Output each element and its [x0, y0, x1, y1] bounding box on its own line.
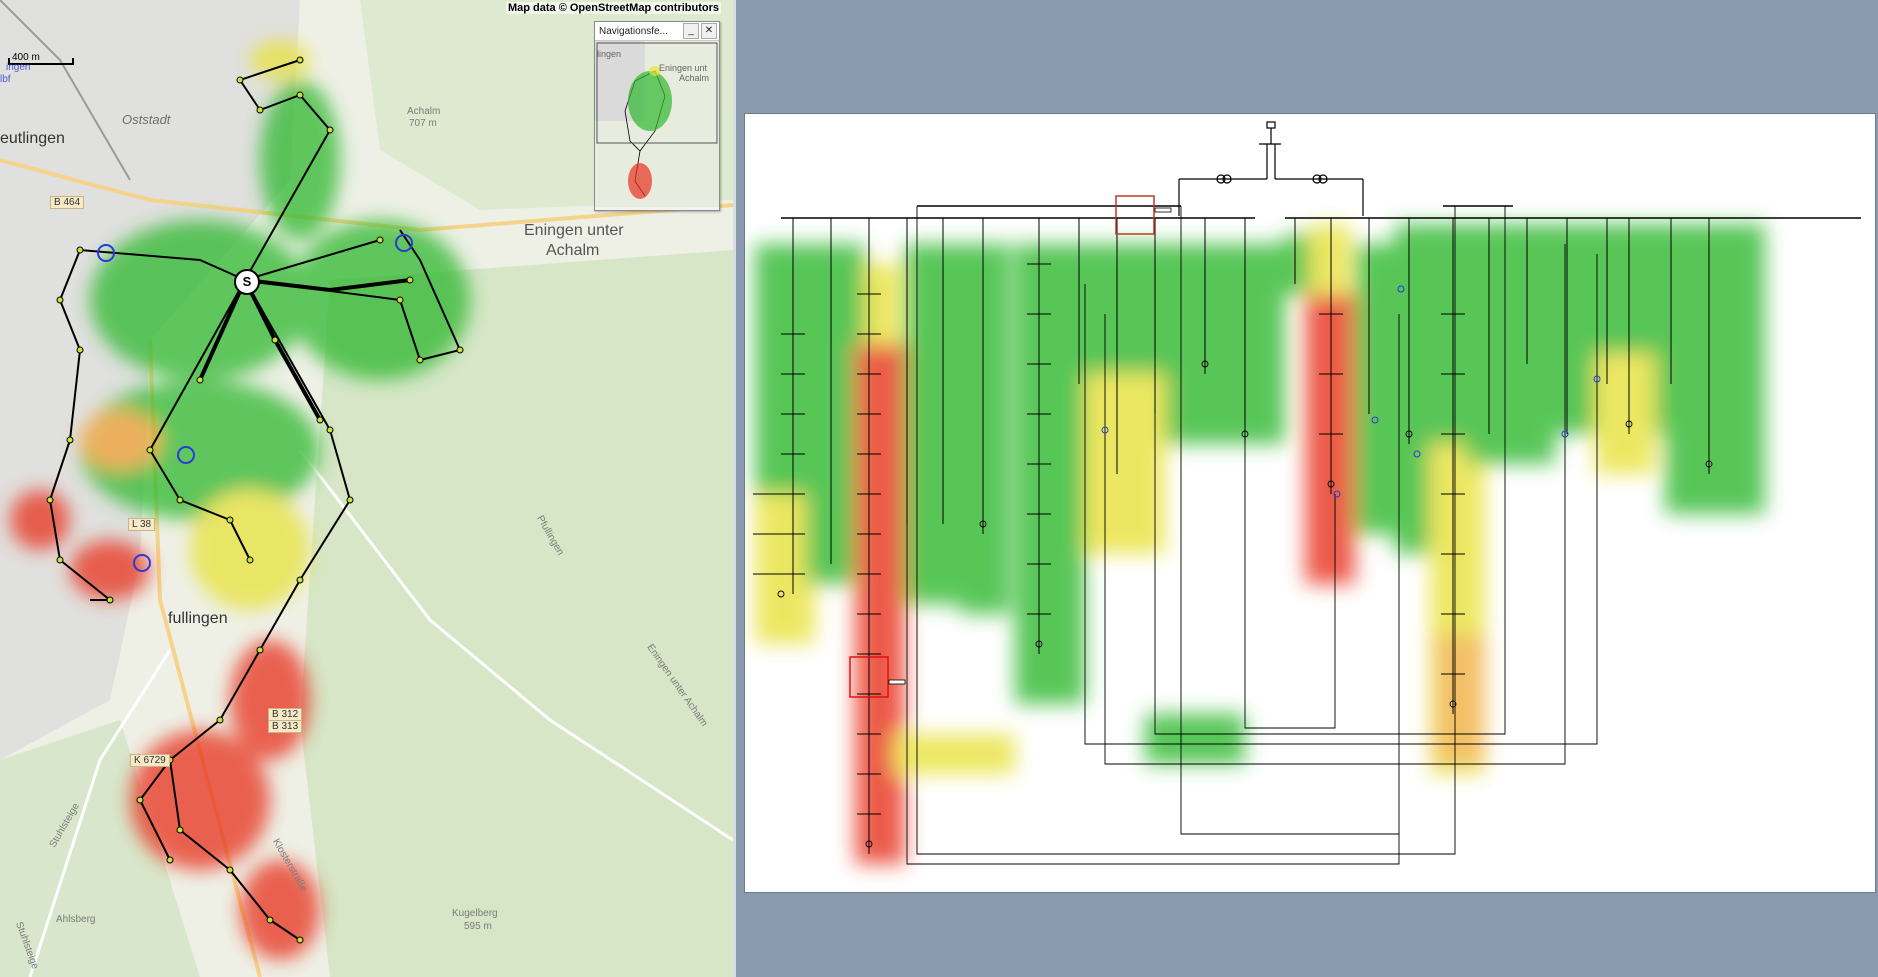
road	[298, 449, 733, 842]
measurement-points	[1101, 285, 1601, 498]
scale-label: 400 m	[12, 52, 40, 63]
navigator-minimap[interactable]	[595, 41, 719, 207]
heatmap-layer	[10, 40, 470, 960]
forest-area	[300, 250, 733, 977]
station-markers	[97, 234, 413, 572]
place-label-reutlingen: eutlingen	[0, 130, 65, 147]
road-badge-b313: B 313	[268, 720, 303, 733]
navigator-title: Navigationsfe...	[599, 25, 668, 37]
road-badge-k6729: K 6729	[130, 754, 170, 767]
map-view[interactable]: S Map data © OpenStreetMap contributors …	[0, 0, 733, 977]
place-label-pfullingen: fullingen	[168, 610, 228, 627]
network-nodes	[46, 56, 464, 944]
place-label-oststadt: Oststadt	[122, 112, 171, 127]
place-label-eningen-1: Eningen unter	[524, 222, 624, 239]
ring-lines	[906, 206, 1598, 865]
place-label-kugelberg: Kugelberg	[452, 908, 498, 919]
navigator-close-button[interactable]: ✕	[701, 23, 717, 39]
navigator-titlebar[interactable]: Navigationsfe... _ ✕	[595, 22, 719, 41]
navigator-label-c: Achalm	[679, 73, 710, 83]
selection-box-top	[1115, 195, 1155, 235]
scale-bar: 400 m	[8, 52, 74, 66]
place-label-achalm: Achalm	[407, 106, 441, 117]
navigator-label-b: Eningen unt	[659, 63, 708, 73]
road-badge-b464: B 464	[50, 196, 85, 209]
load-symbols	[777, 360, 1713, 848]
place-label-eningen-2: Achalm	[546, 242, 600, 259]
pane-divider[interactable]	[733, 0, 736, 977]
navigator-label-a: lingen	[597, 49, 622, 59]
railway	[0, 0, 131, 181]
road	[28, 649, 172, 977]
place-label-hbf1: ingen	[6, 62, 31, 73]
navigator-minimize-button[interactable]: _	[683, 23, 699, 39]
road-badge-l38: L 38	[128, 518, 156, 531]
schematic-sheet[interactable]	[744, 113, 1876, 893]
source-node-marker[interactable]: S	[234, 269, 260, 295]
busbars	[781, 205, 1861, 219]
schematic-canvas[interactable]	[745, 114, 1875, 892]
selection-box-bottom	[849, 656, 889, 698]
place-label-hbf2: lbf	[0, 74, 11, 85]
place-label-kugelberg-elev: 595 m	[464, 921, 492, 932]
map-attribution[interactable]: Map data © OpenStreetMap contributors	[505, 2, 721, 14]
place-label-achalm-elev: 707 m	[409, 118, 437, 129]
navigator-overview[interactable]: lingen Eningen unt Achalm	[595, 41, 719, 207]
transformer-feed	[1178, 121, 1364, 216]
load-taps	[753, 263, 1465, 815]
navigator-window[interactable]: Navigationsfe... _ ✕ lingen Eningen unt …	[594, 21, 720, 211]
place-label-ahlsberg: Ahlsberg	[56, 914, 96, 925]
schematic-view[interactable]	[736, 0, 1878, 977]
